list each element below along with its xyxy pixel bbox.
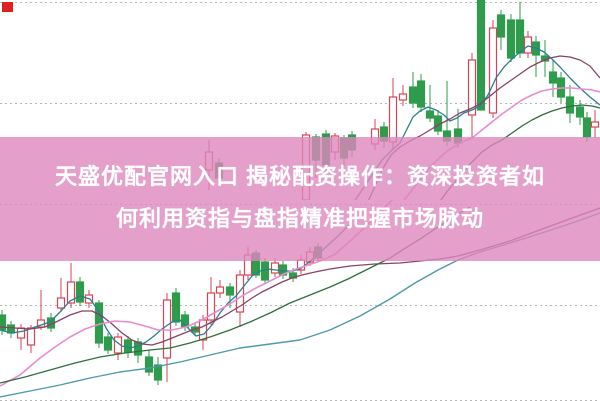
headline-line-2: 何利用资指与盘指精准把握市场脉动 — [115, 206, 484, 231]
bottom-chart-section — [0, 200, 600, 398]
ma-teal-fast — [0, 223, 351, 349]
red-square-marker-icon — [2, 2, 13, 12]
headline-line-1: 天盛优配官网入口 揭秘配资操作：资深投资者如 — [54, 164, 546, 189]
candles-group — [0, 243, 323, 385]
headline-banner: 天盛优配官网入口 揭秘配资操作：资深投资者如 何利用资指与盘指精准把握市场脉动 — [0, 137, 600, 261]
